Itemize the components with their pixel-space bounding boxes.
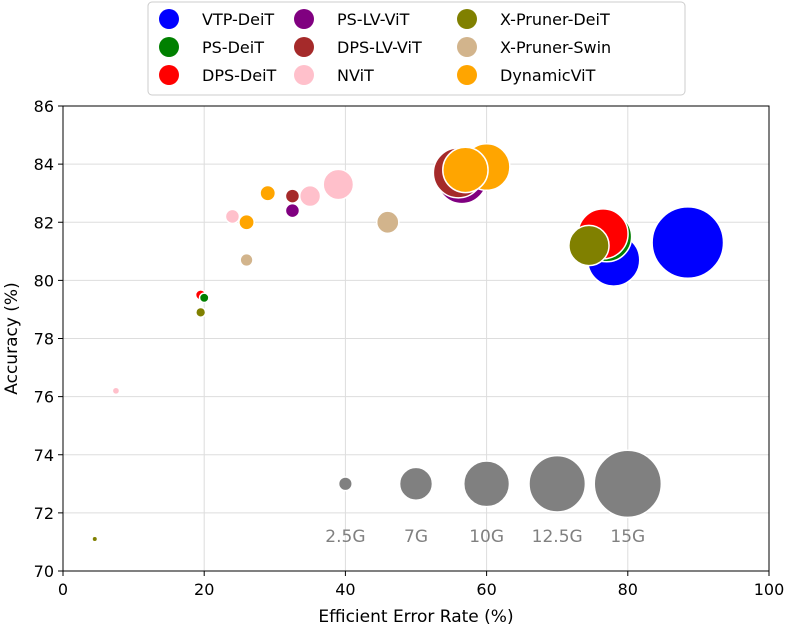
x-axis-label: Efficient Error Rate (%)	[318, 607, 513, 627]
x-tick-label: 60	[476, 580, 496, 599]
legend-label: X-Pruner-Swin	[500, 38, 611, 57]
y-axis-label: Accuracy (%)	[2, 282, 22, 394]
y-tick-label: 76	[34, 388, 54, 407]
data-points	[91, 143, 725, 543]
data-point	[284, 188, 301, 204]
legend-label: DynamicViT	[500, 66, 596, 85]
legend-label: PS-DeiT	[202, 38, 264, 57]
legend-label: PS-LV-ViT	[337, 10, 410, 29]
size-legend-bubble	[593, 449, 663, 519]
y-tick-label: 80	[34, 271, 54, 290]
data-point	[442, 146, 489, 194]
y-tick-label: 70	[34, 562, 54, 581]
legend-marker	[159, 65, 179, 85]
x-tick-label: 80	[618, 580, 638, 599]
x-tick-label: 0	[58, 580, 68, 599]
legend-marker	[294, 37, 314, 57]
data-point	[298, 184, 322, 208]
legend-label: DPS-LV-ViT	[337, 38, 422, 57]
size-legend-label: 12.5G	[532, 527, 583, 547]
grid-lines	[62, 105, 770, 572]
size-legend: 2.5G 7G 10G 12.5G 15G	[325, 449, 663, 547]
data-point	[284, 202, 301, 219]
y-tick-label: 86	[34, 97, 54, 116]
size-legend-bubble	[337, 476, 353, 492]
legend-label: DPS-DeiT	[202, 66, 277, 85]
y-tick-label: 72	[34, 504, 54, 523]
size-legend-bubble	[463, 460, 511, 508]
data-point	[375, 210, 400, 235]
y-tick-label: 78	[34, 330, 54, 349]
y-tick-label: 82	[34, 213, 54, 232]
data-point	[91, 535, 99, 543]
legend-marker	[294, 9, 314, 29]
legend-marker	[457, 37, 477, 57]
x-tick-label: 40	[335, 580, 355, 599]
data-point	[195, 306, 207, 318]
data-point	[238, 213, 255, 231]
data-point	[651, 206, 725, 280]
size-legend-bubble	[398, 466, 434, 501]
size-legend-label: 2.5G	[325, 527, 365, 547]
legend-label: VTP-DeiT	[202, 10, 274, 29]
data-point	[224, 208, 241, 225]
legend-marker	[294, 65, 314, 85]
legend-label: NViT	[337, 66, 374, 85]
data-point	[239, 252, 254, 268]
size-legend-bubble	[528, 454, 587, 513]
data-point	[198, 292, 210, 304]
data-point	[259, 184, 277, 202]
legend-marker	[159, 9, 179, 29]
size-legend-label: 7G	[404, 527, 428, 547]
y-tick-label: 84	[34, 155, 54, 174]
legend-marker	[457, 9, 477, 29]
legend-label: X-Pruner-DeiT	[500, 10, 610, 29]
data-point	[322, 168, 355, 201]
legend-marker	[457, 65, 477, 85]
axis-ticks: 0 20 40 60 80 100 70 72 74 76 78 80 82 84 86	[34, 97, 785, 599]
data-point	[111, 386, 121, 396]
size-legend-label: 10G	[469, 527, 504, 547]
legend-box	[147, 1, 686, 96]
x-tick-label: 20	[194, 580, 214, 599]
y-tick-label: 74	[34, 446, 54, 465]
x-tick-label: 100	[754, 580, 785, 599]
size-legend-label: 15G	[610, 527, 645, 547]
legend: VTP-DeiT PS-DeiT DPS-DeiT PS-LV-ViT DPS-LV-V…	[147, 1, 686, 96]
legend-marker	[159, 37, 179, 57]
data-point	[568, 224, 610, 267]
